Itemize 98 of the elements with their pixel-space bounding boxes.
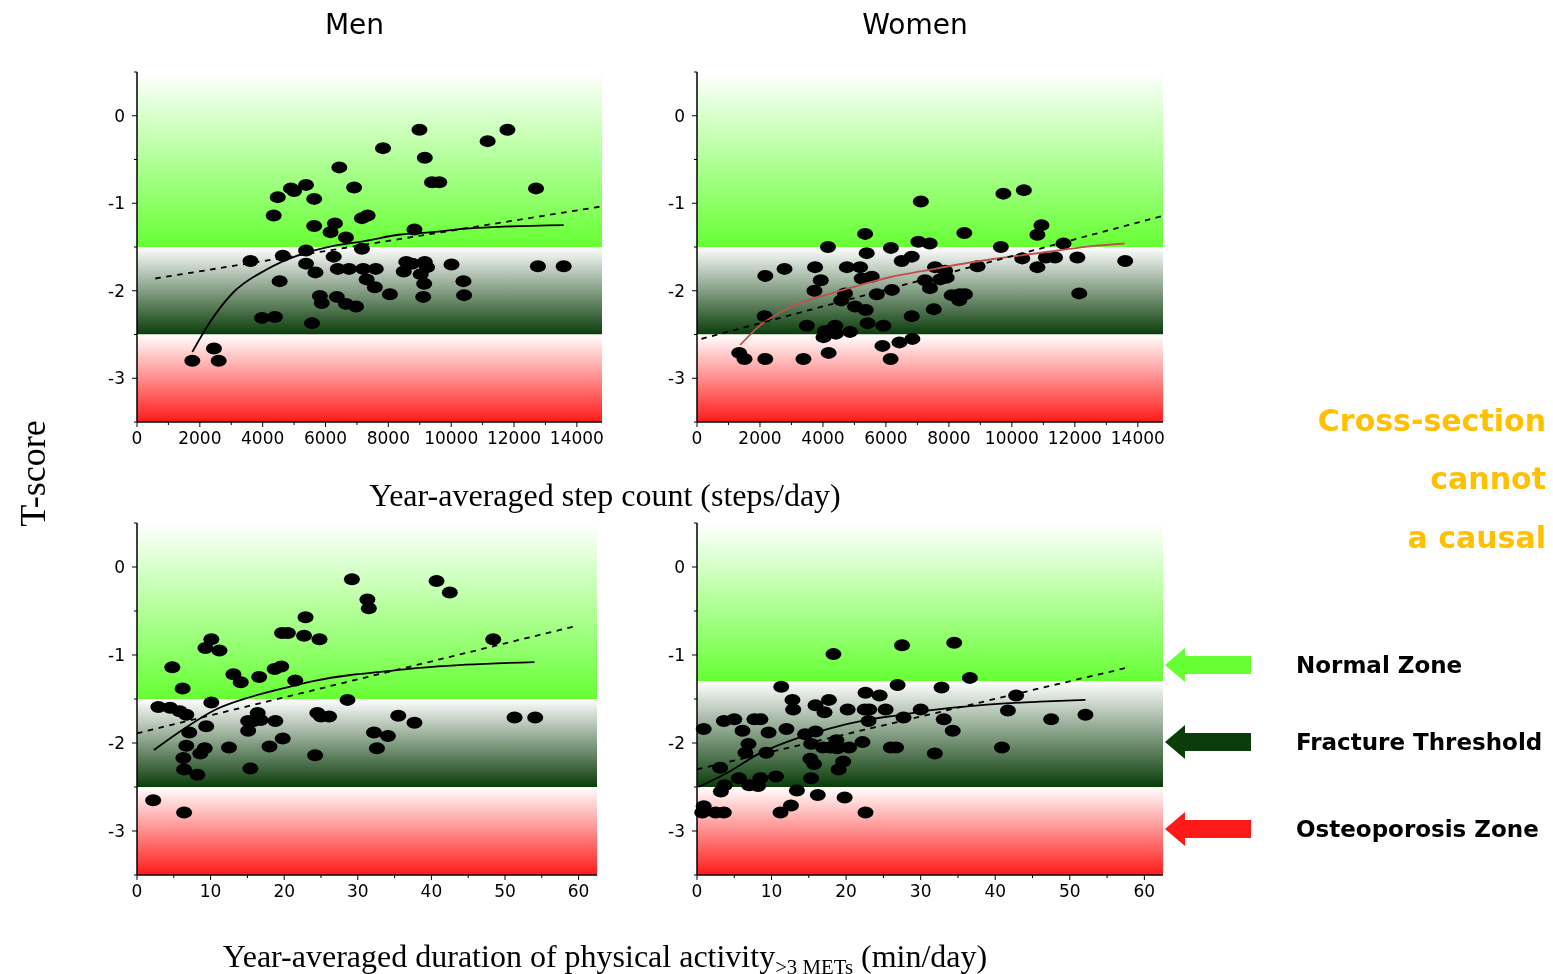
y-tick-label: 0 xyxy=(114,556,125,577)
x-tick-label: 8000 xyxy=(927,428,971,448)
point xyxy=(203,633,220,646)
text: cannot xyxy=(1430,460,1546,496)
text: Fracture Threshold xyxy=(1296,729,1543,756)
point xyxy=(181,726,198,739)
y-tick-label: -1 xyxy=(668,193,685,214)
point xyxy=(368,742,385,755)
point xyxy=(221,741,237,754)
point xyxy=(360,602,377,615)
y-tick-label: -2 xyxy=(108,280,125,301)
y-tick-label: -2 xyxy=(108,732,125,753)
x-tick-label: 30 xyxy=(909,881,932,901)
x-tick-label: 30 xyxy=(346,881,369,901)
point xyxy=(273,660,290,673)
point xyxy=(485,633,502,646)
y-tick-label: -2 xyxy=(668,280,685,301)
x-tick-label: 0 xyxy=(691,881,703,901)
y-tick-label: 0 xyxy=(674,105,685,126)
x-tick-label: 20 xyxy=(273,881,296,901)
x-axis-title: Year-averaged step count (steps/day) xyxy=(369,477,841,513)
x-axis-title: Year-averaged duration of physical activity$_{>3 METs}$ (min/day) xyxy=(222,938,988,974)
y-tick-label: -2 xyxy=(668,732,685,753)
point xyxy=(365,726,382,739)
point xyxy=(175,751,192,764)
x-tick-label: 0 xyxy=(131,881,143,901)
x-tick-label: 10000 xyxy=(424,428,479,448)
x-tick-label: 4000 xyxy=(241,428,285,448)
point xyxy=(311,633,328,646)
point xyxy=(428,575,445,588)
chart-title: Men xyxy=(324,8,385,41)
point xyxy=(211,644,228,657)
point xyxy=(242,762,259,775)
x-tick-label: 6000 xyxy=(864,428,908,448)
y-tick-label: 0 xyxy=(114,105,125,126)
point xyxy=(145,794,162,807)
y-tick-label: -3 xyxy=(108,820,125,841)
point xyxy=(203,696,220,709)
x-tick-label: 40 xyxy=(984,881,1007,901)
point xyxy=(261,740,278,753)
x-tick-label: 14000 xyxy=(549,428,604,448)
x-tick-label: 60 xyxy=(1133,881,1156,901)
text: Osteoporosis Zone xyxy=(1296,816,1539,843)
point xyxy=(240,724,257,737)
x-tick-label: 8000 xyxy=(366,428,410,448)
y-tick-label: -1 xyxy=(108,193,125,214)
point xyxy=(390,709,407,722)
text: Cross-section xyxy=(1317,402,1546,438)
x-tick-label: 12000 xyxy=(1047,428,1102,448)
chart-title: Women xyxy=(862,8,968,41)
point xyxy=(267,715,284,727)
point xyxy=(406,716,423,729)
x-tick-label: 14000 xyxy=(1110,428,1165,448)
x-tick-label: 6000 xyxy=(303,428,348,448)
x-tick-label: 20 xyxy=(835,881,857,901)
point xyxy=(196,742,213,755)
x-tick-label: 10000 xyxy=(984,428,1039,448)
y-tick-label: 0 xyxy=(674,556,685,577)
x-tick-label: 4000 xyxy=(801,428,845,448)
point xyxy=(198,720,215,733)
point xyxy=(274,732,291,745)
y-tick-label: -1 xyxy=(108,644,125,665)
x-tick-label: 2000 xyxy=(738,428,782,448)
x-tick-label: 10 xyxy=(760,881,783,901)
point xyxy=(174,682,191,695)
point xyxy=(176,806,193,819)
point xyxy=(232,676,249,689)
x-tick-label: 2000 xyxy=(178,428,222,448)
text: a causal xyxy=(1407,519,1546,555)
y-tick-label: -3 xyxy=(108,368,125,389)
point xyxy=(339,693,356,706)
point xyxy=(176,763,193,776)
y-tick-label: -3 xyxy=(668,820,685,841)
point xyxy=(379,729,396,742)
point xyxy=(164,661,181,674)
x-tick-label: 0 xyxy=(131,428,143,448)
point xyxy=(178,708,195,721)
x-tick-label: 40 xyxy=(420,881,443,901)
y-tick-label: -1 xyxy=(668,644,685,665)
point xyxy=(189,768,206,781)
x-tick-label: 60 xyxy=(567,881,590,901)
point xyxy=(251,671,268,683)
y-tick-label: -3 xyxy=(668,368,685,389)
x-tick-label: 12000 xyxy=(486,428,542,448)
x-tick-label: 50 xyxy=(494,881,516,901)
x-tick-label: 0 xyxy=(691,428,703,448)
point xyxy=(343,573,360,586)
point xyxy=(506,711,523,724)
point xyxy=(441,586,458,599)
point xyxy=(307,749,324,762)
y-axis-title: T-score xyxy=(13,420,53,527)
text: Normal Zone xyxy=(1296,652,1463,679)
point xyxy=(296,629,313,642)
point xyxy=(527,711,544,724)
point xyxy=(178,739,195,752)
x-tick-label: 10 xyxy=(199,881,222,901)
x-tick-label: 50 xyxy=(1058,881,1081,901)
point xyxy=(297,611,314,624)
